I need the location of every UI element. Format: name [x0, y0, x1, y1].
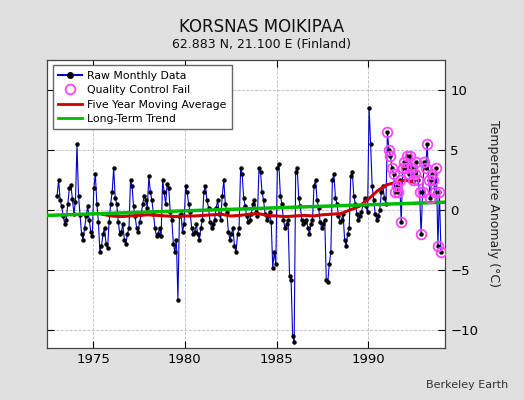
Text: Berkeley Earth: Berkeley Earth: [426, 380, 508, 390]
Legend: Raw Monthly Data, Quality Control Fail, Five Year Moving Average, Long-Term Tren: Raw Monthly Data, Quality Control Fail, …: [52, 66, 232, 129]
Text: 62.883 N, 21.100 E (Finland): 62.883 N, 21.100 E (Finland): [172, 38, 352, 51]
Text: KORSNAS MOIKIPAA: KORSNAS MOIKIPAA: [179, 18, 345, 36]
Y-axis label: Temperature Anomaly (°C): Temperature Anomaly (°C): [487, 120, 500, 288]
